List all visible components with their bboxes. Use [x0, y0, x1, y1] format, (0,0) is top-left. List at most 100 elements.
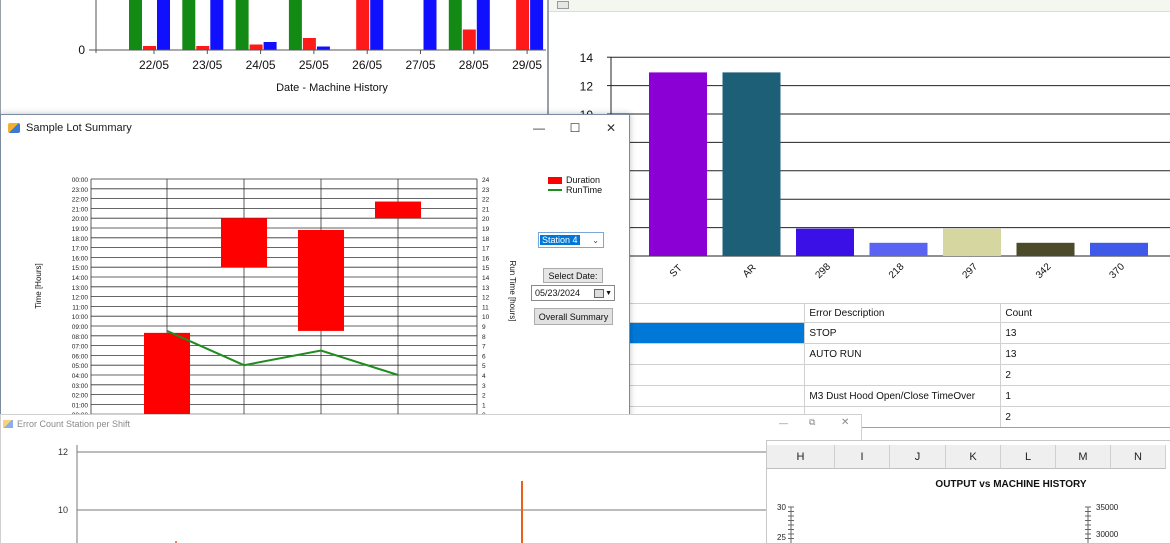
table-cell[interactable]: AUTO RUN [805, 344, 1001, 365]
y-tick-label: 07:00 [72, 344, 89, 351]
y2-tick-label: 4 [482, 373, 486, 380]
y2-tick-label: 9 [482, 324, 486, 331]
y2-tick-label: 12 [482, 295, 490, 302]
column-header[interactable]: Error Description [805, 304, 1001, 323]
column-header[interactable]: Count [1001, 304, 1170, 323]
y-tick-label: 06:00 [72, 353, 89, 360]
station-select[interactable]: Station 4 ⌄ [538, 232, 604, 248]
y-tick-label: 15:00 [72, 265, 89, 272]
column-header[interactable]: N [1111, 445, 1166, 469]
x-tick-label: 298 [813, 261, 833, 281]
y-tick-label: 02:00 [72, 393, 89, 400]
maximize-button[interactable]: ☐ [557, 115, 593, 141]
history-bar [210, 0, 223, 50]
table-cell[interactable]: 2 [1001, 365, 1170, 386]
error-bar[interactable] [1090, 243, 1148, 256]
table-cell[interactable]: 2 [1001, 407, 1170, 428]
table-row[interactable]: 2 [550, 365, 1170, 386]
history-bar [236, 0, 249, 50]
table-row[interactable]: M3 Dust Hood Open/Close TimeOver 1 [550, 386, 1170, 407]
history-bar [143, 46, 156, 50]
table-cell[interactable]: 13 [1001, 344, 1170, 365]
chevron-down-icon: ⌄ [592, 236, 599, 245]
table-cell[interactable]: 13 [1001, 323, 1170, 344]
x-tick-label: 297 [960, 261, 980, 281]
x-tick-label: ST [668, 263, 685, 280]
left-tick-label: 25 [777, 533, 786, 542]
y2-tick-label: 19 [482, 226, 490, 233]
excel-window: H I J K L M N OUTPUT vs MACHINE HISTORY … [766, 440, 1170, 544]
x-tick-label: 29/05 [512, 58, 542, 72]
chart-title: OUTPUT vs MACHINE HISTORY [935, 479, 1086, 490]
column-header[interactable]: I [835, 445, 890, 469]
y2-tick-label: 1 [482, 402, 486, 409]
table-row[interactable]: AUTO RUN 13 [550, 344, 1170, 365]
error-bar[interactable] [943, 229, 1001, 256]
y2-tick-label: 10 [482, 314, 490, 321]
date-picker-value: 05/23/2024 [535, 288, 580, 298]
history-bar [289, 0, 302, 50]
y2-tick-label: 20 [482, 216, 490, 223]
error-bar[interactable] [649, 72, 707, 256]
title-bar: Sample Lot Summary — ☐ ✕ [1, 115, 629, 141]
y-tick-label: 10:00 [72, 314, 89, 321]
table-cell[interactable]: 1 [1001, 386, 1170, 407]
select-date-label: Select Date: [543, 268, 603, 283]
y-tick-label: 21:00 [72, 206, 89, 213]
y-tick-label: 22:00 [72, 197, 89, 204]
column-header[interactable]: J [890, 445, 946, 469]
legend-label: RunTime [566, 185, 602, 195]
y2-tick-label: 2 [482, 393, 486, 400]
y-tick-label: 12 [58, 447, 68, 457]
duration-bar[interactable] [144, 333, 190, 414]
x-tick-label: 28/05 [459, 58, 489, 72]
x-tick-label: 27/05 [405, 58, 435, 72]
table-row[interactable]: STOP 13 [550, 323, 1170, 344]
y-tick-label: 09:00 [72, 324, 89, 331]
window-title: Sample Lot Summary [26, 122, 132, 134]
history-bar [516, 0, 529, 50]
calendar-icon[interactable]: ▼ [594, 289, 612, 298]
duration-bar[interactable] [375, 202, 421, 219]
date-picker[interactable]: 05/23/2024 ▼ [531, 285, 615, 301]
table-cell[interactable]: STOP [805, 323, 1001, 344]
column-header[interactable]: L [1001, 445, 1056, 469]
y-tick-label: 16:00 [72, 255, 89, 262]
overall-summary-button[interactable]: Overall Summary [534, 308, 613, 325]
error-bar[interactable] [870, 243, 928, 256]
duration-bar[interactable] [298, 230, 344, 331]
column-header[interactable]: H [767, 445, 835, 469]
legend-duration: Duration [548, 175, 600, 185]
y2-tick-label: 23 [482, 187, 490, 194]
y-tick-label: 18:00 [72, 236, 89, 243]
minimize-button[interactable]: — [521, 115, 557, 141]
column-header[interactable]: K [946, 445, 1001, 469]
legend-swatch [548, 189, 562, 191]
column-header[interactable]: M [1056, 445, 1111, 469]
y2-tick-label: 17 [482, 246, 490, 253]
x-tick-label: 24/05 [246, 58, 276, 72]
y2-tick-label: 15 [482, 265, 490, 272]
close-button[interactable]: ✕ [593, 115, 629, 141]
right-tick-label: 30000 [1096, 530, 1119, 539]
history-bar [182, 0, 195, 50]
error-bar[interactable] [796, 229, 854, 256]
error-bar[interactable] [1017, 243, 1075, 256]
y2-tick-label: 3 [482, 383, 486, 390]
error-bar[interactable] [723, 72, 781, 256]
history-bar [264, 42, 277, 50]
table-cell[interactable]: M3 Dust Hood Open/Close TimeOver [805, 386, 1001, 407]
x-tick-label: 22/05 [139, 58, 169, 72]
duration-bar[interactable] [221, 218, 267, 267]
runtime-series-line [167, 331, 398, 375]
x-axis-label: Date - Machine History [276, 82, 388, 94]
history-bar [370, 0, 383, 50]
y-tick-label: 03:00 [72, 383, 89, 390]
y-tick-label: 10 [58, 505, 68, 515]
y-tick-label: 11:00 [72, 304, 88, 311]
table-cell[interactable] [805, 365, 1001, 386]
